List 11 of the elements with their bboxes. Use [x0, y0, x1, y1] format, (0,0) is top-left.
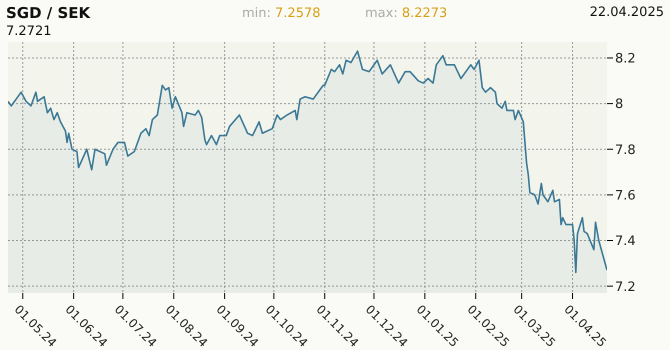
y-tick-label: 7.6: [615, 188, 636, 204]
y-tick-label: 7.4: [615, 234, 636, 250]
text: max: 8.2273: [365, 6, 448, 21]
text: 22.04.2025: [590, 5, 664, 20]
chart-title: SGD / SEK: [6, 4, 90, 22]
y-tick-label: 8: [615, 97, 624, 112]
text: 7.2721: [6, 24, 52, 39]
y-tick-label: 7.2: [615, 280, 636, 295]
y-tick-label: 8.2: [615, 52, 636, 67]
y-tick-label: 7.8: [615, 142, 636, 158]
text: min: 7.2578: [242, 6, 321, 21]
